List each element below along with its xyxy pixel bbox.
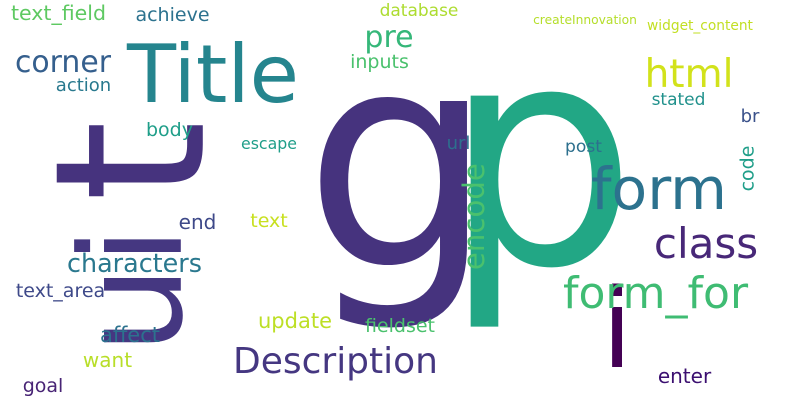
word-encode: encode — [456, 163, 491, 270]
word-br: br — [740, 106, 760, 127]
word-escape: escape — [241, 134, 297, 154]
word-html: html — [644, 52, 734, 97]
word-affect: affect — [99, 323, 161, 347]
word-form: form — [591, 154, 727, 223]
word-goal: goal — [22, 375, 64, 397]
word-stated: stated — [651, 90, 706, 110]
word-text: text — [250, 210, 288, 232]
word-want: want — [82, 348, 133, 372]
word-text-area: text_area — [15, 280, 106, 302]
word-createinnovation: createInnovation — [533, 12, 637, 27]
word-p: p — [442, 0, 638, 336]
word-corner: corner — [15, 45, 111, 81]
word-form-for: form_for — [562, 268, 749, 319]
word-code: code — [735, 145, 758, 192]
word-action: action — [55, 75, 112, 96]
word-post: post — [565, 137, 602, 158]
word-text-field: text_field — [11, 0, 106, 25]
word-body: body — [146, 119, 193, 141]
word-update: update — [258, 309, 332, 333]
word-description: Description — [233, 341, 438, 382]
word-inputs: inputs — [350, 51, 409, 73]
word-enter: enter — [657, 364, 712, 388]
word-g: g — [303, 0, 495, 336]
word-database: database — [379, 1, 459, 21]
word-fieldset: fieldset — [364, 315, 436, 337]
word-url: url — [446, 133, 471, 154]
word-title: Title — [127, 27, 299, 121]
word-class: class — [653, 219, 759, 268]
word-achieve: achieve — [135, 4, 210, 26]
word-pre: pre — [364, 20, 414, 55]
word-widget-content: widget_content — [647, 18, 753, 35]
word-t: t — [11, 119, 253, 202]
word-end: end — [178, 210, 217, 234]
word-characters: characters — [67, 247, 202, 278]
word-i: i — [601, 265, 633, 393]
